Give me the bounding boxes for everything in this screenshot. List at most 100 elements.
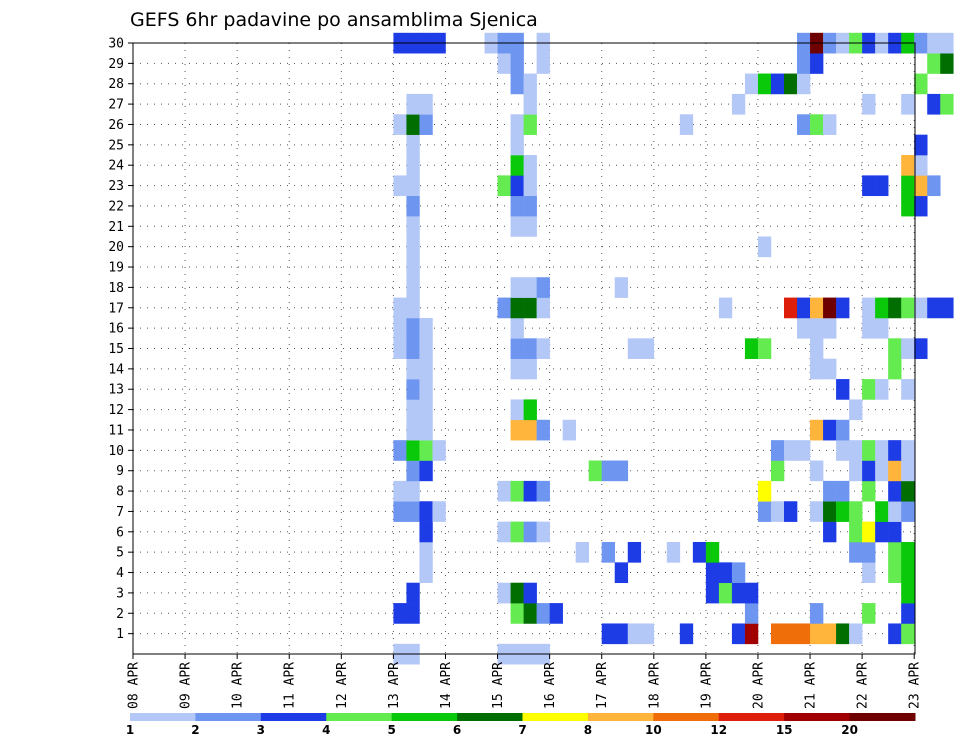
heatmap-cell [562,419,576,441]
y-tick-label: 11 [108,423,124,438]
y-tick-label: 17 [108,301,124,316]
heatmap-cell [836,480,850,502]
heatmap-cell [536,277,550,298]
heatmap-cell [901,297,915,319]
heatmap-cell [393,480,407,502]
heatmap-cell [601,541,616,563]
heatmap-cell [797,317,811,339]
y-tick-label: 7 [116,505,124,520]
heatmap-cell [393,440,407,461]
heatmap-cell [901,379,915,400]
heatmap-cell [536,603,550,624]
heatmap-cell [927,297,941,319]
heatmap-cell [784,501,798,522]
colorbar-swatch [130,713,196,721]
heatmap-cell [419,562,433,584]
colorbar-label: 7 [518,723,526,737]
heatmap-cell [705,562,720,584]
heatmap-cell [901,460,915,482]
heatmap-cell [406,419,420,441]
colorbar-label: 4 [322,723,330,737]
heatmap-cell [406,379,420,400]
heatmap-cell [393,114,407,135]
heatmap-cell [406,460,420,482]
heatmap-cell [419,399,433,421]
heatmap-cell [823,501,837,522]
heatmap-cell [393,317,407,339]
y-tick-label: 21 [108,220,124,235]
heatmap-cell [810,419,824,441]
heatmap-cell [836,379,850,400]
x-tick-label: 12 APR [335,662,350,709]
heatmap-cell [757,236,772,258]
colorbar-swatch [653,713,720,721]
heatmap-cell [406,155,420,176]
heatmap-cell [927,32,941,54]
colorbar-swatch [457,713,523,721]
heatmap-cell [862,521,876,543]
heatmap-cell [731,93,746,115]
heatmap-cell [862,175,876,197]
heatmap-cell [823,623,837,645]
heatmap-cell [875,521,889,543]
heatmap-cell [523,277,537,298]
heatmap-cell [901,501,915,522]
heatmap-cell [497,582,511,604]
heatmap-cell [940,297,954,319]
heatmap-cell [419,440,433,461]
heatmap-cell [614,277,629,298]
heatmap-cell [770,460,785,482]
heatmap-cell [810,338,824,359]
heatmap-cell [640,623,655,645]
heatmap-cell [770,501,785,522]
heatmap-cell [784,73,798,95]
heatmap-cell [901,93,915,115]
heatmap-cell [510,419,524,441]
heatmap-cell [757,73,772,95]
heatmap-cell [797,114,811,135]
y-tick-label: 16 [108,322,124,337]
heatmap-cell [901,175,915,197]
heatmap-cell [823,317,837,339]
heatmap-cell [510,358,524,380]
colorbar-label: 12 [710,723,727,737]
heatmap-cell [510,195,524,217]
colorbar-swatch [587,713,654,721]
x-tick-label: 15 APR [491,662,506,709]
y-tick-label: 29 [108,57,124,72]
heatmap-cell [406,399,420,421]
heatmap-cell [888,541,902,563]
heatmap-cell [823,297,837,319]
heatmap-cell [393,175,407,197]
y-tick-label: 28 [108,77,124,92]
heatmap-cell [419,541,433,563]
heatmap-cell [523,338,537,359]
heatmap-cell [406,236,420,258]
heatmap-cell [810,623,824,645]
heatmap-cell [510,521,524,543]
heatmap-cell [419,501,433,522]
heatmap-cell [510,114,524,135]
heatmap-cell [757,338,772,359]
heatmap-cell [901,195,915,217]
heatmap-cell [536,419,550,441]
heatmap-cell [875,501,889,522]
heatmap-cell [927,175,941,197]
chart-title: GEFS 6hr padavine po ansamblima Sjenica [130,9,538,31]
heatmap-cell [523,195,537,217]
heatmap-cell [718,562,733,584]
heatmap-cell [419,338,433,359]
y-tick-label: 12 [108,403,124,418]
heatmap-cell [640,338,655,359]
heatmap-cell [888,623,902,645]
y-tick-label: 30 [108,37,124,52]
heatmap-cell [419,419,433,441]
heatmap-cell [823,521,837,543]
heatmap-cell [627,338,642,359]
heatmap-cell [601,460,616,482]
y-tick-label: 6 [116,525,124,540]
heatmap-cell [744,582,759,604]
heatmap-cell [549,603,563,624]
heatmap-cell [901,155,915,176]
heatmap-cell [784,623,798,645]
